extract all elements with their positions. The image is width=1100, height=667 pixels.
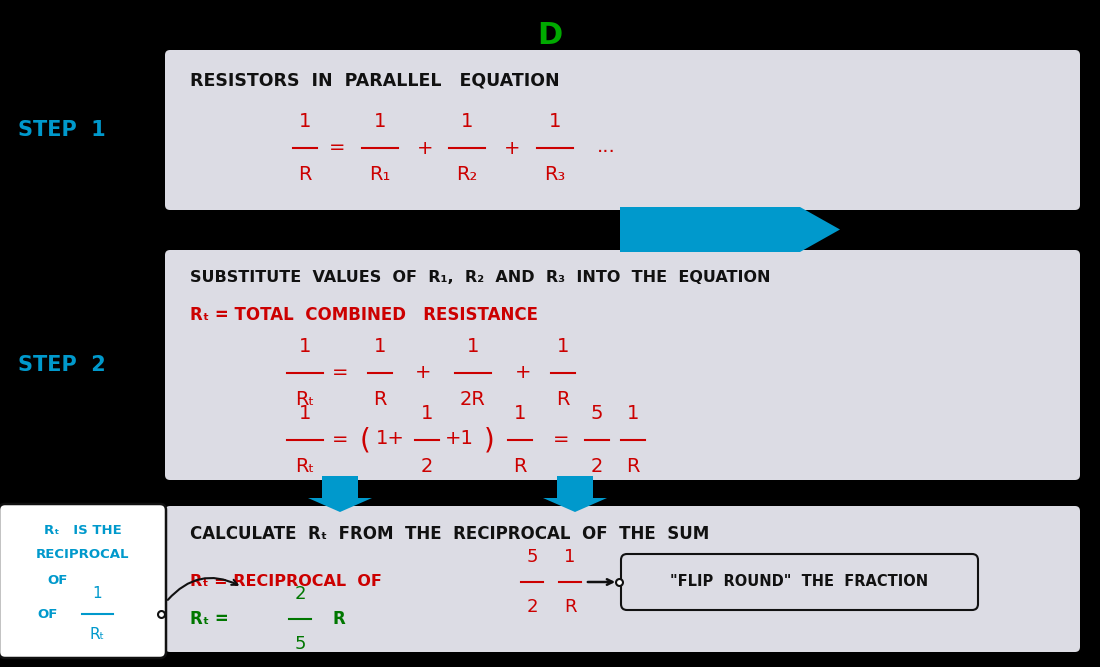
Text: R₁: R₁ [370, 165, 390, 184]
Text: R: R [557, 390, 570, 409]
Text: 1: 1 [299, 112, 311, 131]
Polygon shape [308, 476, 372, 512]
Text: 1: 1 [557, 338, 569, 356]
Text: STEP  1: STEP 1 [18, 120, 106, 140]
Text: STEP  2: STEP 2 [18, 355, 106, 375]
Text: "FLIP  ROUND"  THE  FRACTION: "FLIP ROUND" THE FRACTION [670, 574, 928, 590]
Text: 1: 1 [466, 338, 480, 356]
FancyBboxPatch shape [621, 554, 978, 610]
Text: R: R [332, 610, 344, 628]
Text: R: R [298, 165, 311, 184]
Text: Rₜ   IS THE: Rₜ IS THE [44, 524, 121, 536]
Text: OF: OF [37, 608, 57, 620]
Text: 5: 5 [295, 634, 306, 652]
Text: R₃: R₃ [544, 165, 565, 184]
Text: =: = [332, 364, 349, 382]
Text: (: ( [360, 426, 371, 454]
Text: 2: 2 [591, 457, 603, 476]
Text: 1: 1 [514, 404, 526, 423]
Text: +: + [415, 364, 431, 382]
Text: 1: 1 [374, 338, 386, 356]
Text: 1: 1 [299, 404, 311, 423]
Text: +: + [504, 139, 520, 157]
Polygon shape [620, 207, 840, 252]
FancyBboxPatch shape [165, 250, 1080, 480]
Text: D: D [538, 21, 562, 49]
Text: R₂: R₂ [456, 165, 477, 184]
Text: R: R [373, 390, 387, 409]
Text: +: + [417, 139, 433, 157]
Text: 1: 1 [564, 548, 575, 566]
Text: CALCULATE  Rₜ  FROM  THE  RECIPROCAL  OF  THE  SUM: CALCULATE Rₜ FROM THE RECIPROCAL OF THE … [190, 525, 710, 543]
Text: 1: 1 [92, 586, 102, 601]
Text: 2: 2 [421, 457, 433, 476]
Text: Rₜ =: Rₜ = [190, 610, 229, 628]
FancyBboxPatch shape [0, 504, 166, 658]
Text: 1: 1 [421, 404, 433, 423]
Text: ...: ... [597, 137, 616, 155]
Text: RESISTORS  IN  PARALLEL   EQUATION: RESISTORS IN PARALLEL EQUATION [190, 71, 560, 89]
Text: =: = [332, 430, 349, 450]
Text: RECIPROCAL: RECIPROCAL [35, 548, 130, 562]
Text: 5: 5 [526, 548, 538, 566]
Text: Rₜ: Rₜ [296, 390, 315, 409]
Text: R: R [626, 457, 640, 476]
Text: R: R [563, 598, 576, 616]
Text: ): ) [484, 426, 494, 454]
Text: +: + [515, 364, 531, 382]
Text: +1: +1 [444, 428, 473, 448]
FancyBboxPatch shape [165, 506, 1080, 652]
Text: =: = [329, 139, 345, 157]
Text: Rₜ = RECIPROCAL  OF: Rₜ = RECIPROCAL OF [190, 574, 382, 590]
Text: SUBSTITUTE  VALUES  OF  R₁,  R₂  AND  R₃  INTO  THE  EQUATION: SUBSTITUTE VALUES OF R₁, R₂ AND R₃ INTO … [190, 269, 770, 285]
Text: 1: 1 [461, 112, 473, 131]
Text: 2: 2 [295, 586, 306, 604]
Text: 1: 1 [374, 112, 386, 131]
Text: Rₜ: Rₜ [90, 627, 106, 642]
Text: 1+: 1+ [375, 428, 405, 448]
Text: Rₜ = TOTAL  COMBINED   RESISTANCE: Rₜ = TOTAL COMBINED RESISTANCE [190, 306, 538, 324]
Text: 5: 5 [591, 404, 603, 423]
Polygon shape [543, 476, 607, 512]
Text: 1: 1 [627, 404, 639, 423]
Text: 1: 1 [549, 112, 561, 131]
Text: 2: 2 [526, 598, 538, 616]
Text: 2R: 2R [460, 390, 486, 409]
Text: OF: OF [47, 574, 68, 586]
Text: R: R [514, 457, 527, 476]
FancyBboxPatch shape [165, 50, 1080, 210]
Text: =: = [552, 430, 570, 450]
Text: Rₜ: Rₜ [296, 457, 315, 476]
Text: 1: 1 [299, 338, 311, 356]
Text: STEP  3: STEP 3 [18, 569, 106, 589]
